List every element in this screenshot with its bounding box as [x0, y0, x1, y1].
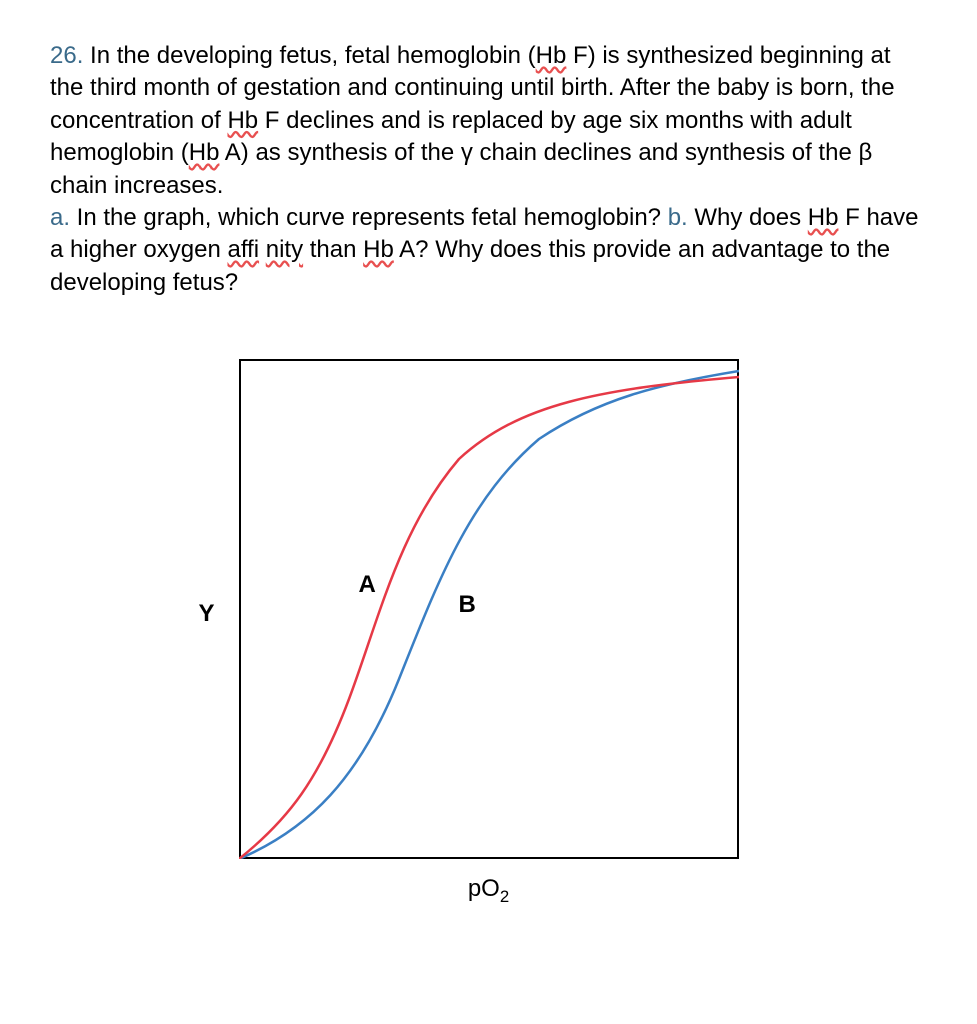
spellcheck-hb: Hb	[363, 236, 394, 263]
part-a-label: a.	[50, 204, 70, 231]
oxygen-dissociation-chart: Y A B pO2	[239, 359, 739, 868]
spellcheck-nity: nity	[266, 236, 303, 263]
spellcheck-hb: Hb	[189, 139, 220, 166]
xlabel-prefix: pO	[468, 875, 500, 902]
spellcheck-hb: Hb	[227, 107, 258, 134]
chart-container: Y A B pO2	[50, 359, 927, 868]
xlabel-sub: 2	[500, 887, 509, 906]
text-seg: In the developing fetus, fetal hemoglobi…	[83, 42, 535, 69]
text-seg	[259, 236, 266, 263]
text-seg: Why does	[688, 204, 808, 231]
part-b-label: b.	[668, 204, 688, 231]
curve-b-label: B	[459, 589, 476, 621]
text-seg: than	[303, 236, 363, 263]
chart-svg	[239, 359, 739, 859]
text-seg: In the graph, which curve represents fet…	[70, 204, 668, 231]
question-number: 26.	[50, 42, 83, 69]
spellcheck-hb: Hb	[536, 42, 567, 69]
x-axis-label: pO2	[468, 873, 509, 908]
spellcheck-affi: affi	[227, 236, 259, 263]
spellcheck-hb: Hb	[808, 204, 839, 231]
y-axis-label: Y	[199, 598, 215, 630]
question-text: 26. In the developing fetus, fetal hemog…	[50, 40, 927, 299]
curve-a-label: A	[359, 569, 376, 601]
